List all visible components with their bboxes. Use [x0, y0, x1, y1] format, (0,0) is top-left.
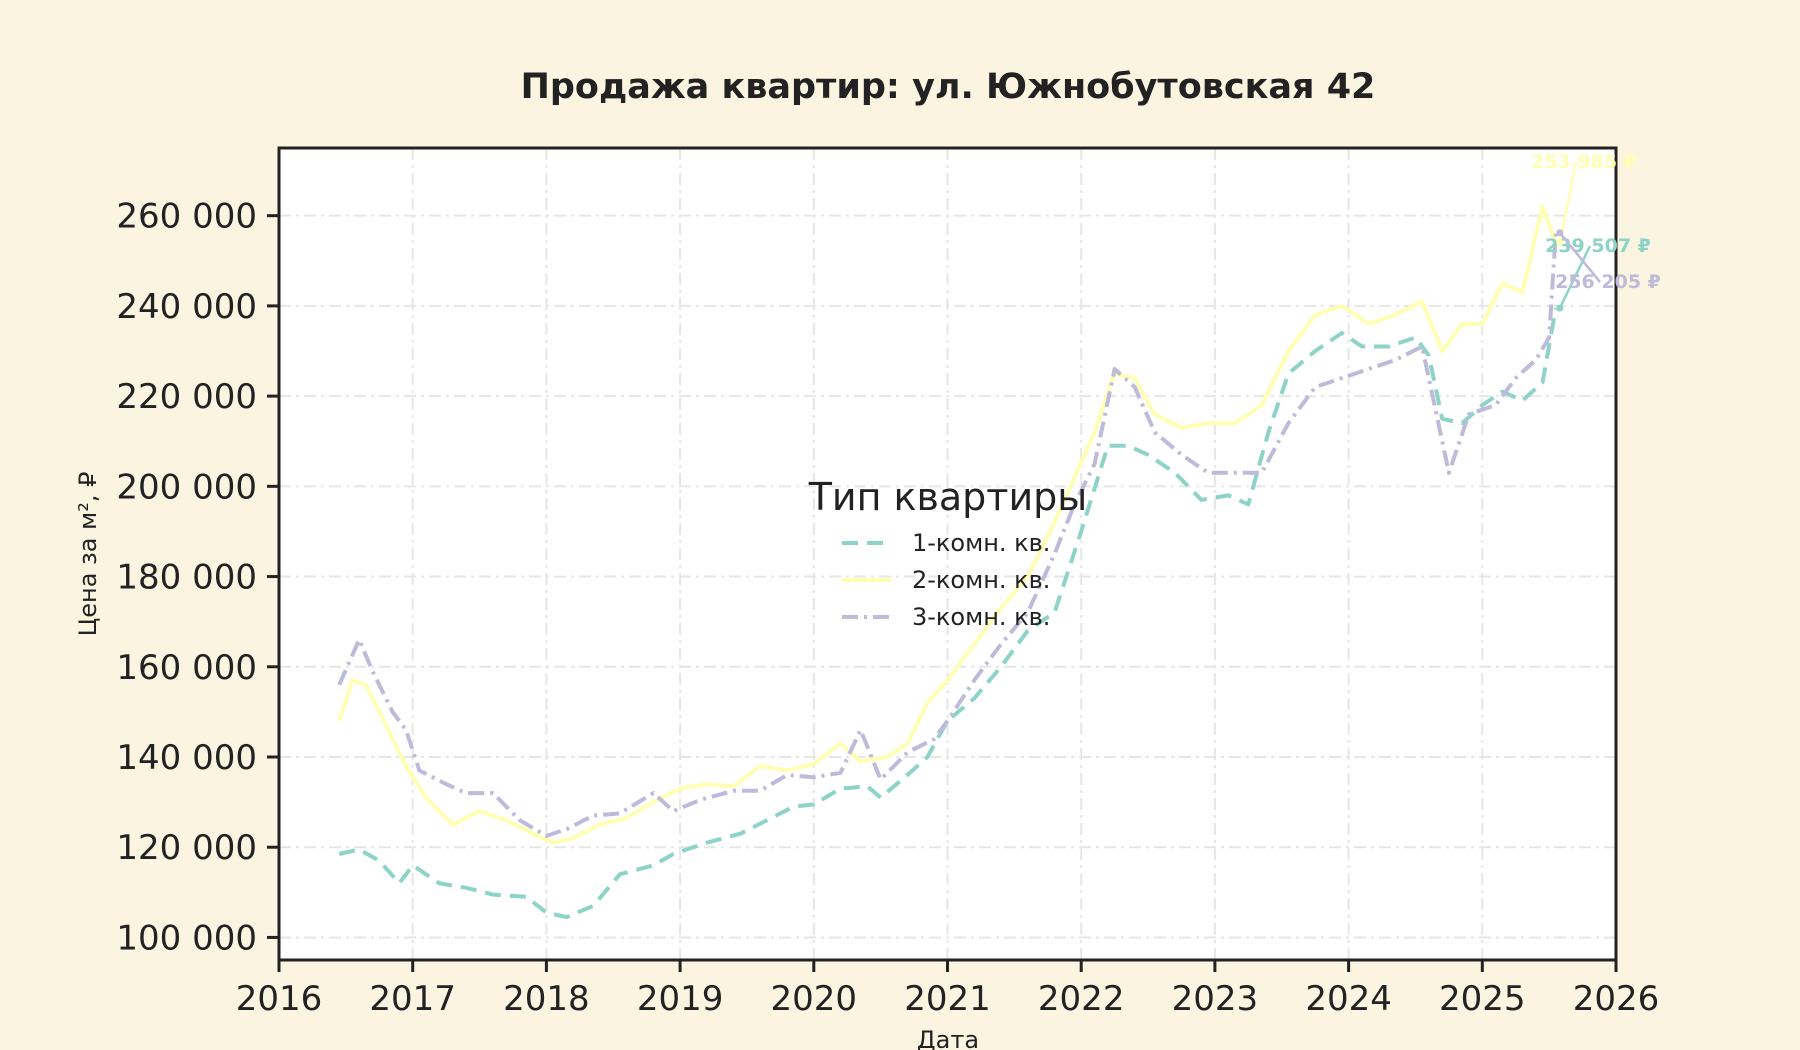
- y-tick-label: 200 000: [116, 467, 257, 507]
- x-tick-label: 2020: [771, 979, 858, 1019]
- x-tick-label: 2025: [1439, 979, 1526, 1019]
- end-label-arrow-2: [1558, 161, 1578, 244]
- end-label-3: 256 205 ₽: [1555, 271, 1661, 293]
- legend-title: Тип квартиры: [808, 475, 1088, 519]
- end-label-arrowhead-3: [1556, 229, 1564, 237]
- legend-items: 1-комн. кв. 2-комн. кв. 3-комн. кв.: [842, 529, 1050, 631]
- y-tick-label: 140 000: [116, 738, 257, 778]
- y-tick-label: 220 000: [116, 377, 257, 417]
- y-tick-label: 240 000: [116, 287, 257, 327]
- end-label-arrowhead-1: [1556, 304, 1564, 312]
- end-label-arrow-3: [1558, 231, 1601, 283]
- y-tick-label: 180 000: [116, 558, 257, 598]
- x-tick-label: 2021: [904, 979, 991, 1019]
- series-line-2: [337, 204, 1558, 845]
- chart-title: Продажа квартир: ул. Южнобутовская 42: [521, 67, 1376, 107]
- series-line-3: [337, 232, 1558, 838]
- legend-label-2: 2-комн. кв.: [912, 566, 1050, 594]
- x-tick-label: 2024: [1305, 979, 1392, 1019]
- end-label-1: 239 507 ₽: [1545, 235, 1651, 257]
- end-label-arrowhead-2: [1556, 239, 1564, 247]
- end-label-2: 253 985 ₽: [1531, 151, 1637, 173]
- x-tick-label: 2017: [369, 979, 456, 1019]
- y-tick-label: 260 000: [116, 197, 257, 237]
- y-tick-label: 120 000: [116, 828, 257, 868]
- y-axis: 100 000 120 000 140 000 160 000 180 000 200 0…: [116, 197, 279, 958]
- series-layer: [337, 204, 1558, 920]
- y-tick-label: 100 000: [116, 918, 257, 958]
- legend-label-3: 3-комн. кв.: [912, 603, 1050, 631]
- x-axis: 2016 2017 2018 2019 2020 2021 2022 2023 2024 2025…: [236, 960, 1660, 1019]
- x-tick-label: 2026: [1573, 979, 1660, 1019]
- x-axis-label: Дата: [917, 1026, 979, 1050]
- legend-label-1: 1-комн. кв.: [912, 529, 1050, 557]
- legend: Тип квартиры 1-комн. кв. 2-комн. кв. 3-ком…: [808, 475, 1088, 631]
- x-tick-label: 2019: [637, 979, 724, 1019]
- x-tick-label: 2022: [1038, 979, 1125, 1019]
- series-line-1: [338, 307, 1558, 920]
- end-label-arrow-1: [1558, 245, 1592, 309]
- x-tick-label: 2023: [1172, 979, 1259, 1019]
- x-tick-label: 2018: [503, 979, 590, 1019]
- end-labels: 239 507 ₽ 253 985 ₽ 256 205 ₽: [1531, 151, 1661, 312]
- y-axis-label: Цена за м², ₽: [74, 472, 102, 637]
- x-tick-label: 2016: [236, 979, 323, 1019]
- y-tick-label: 160 000: [116, 648, 257, 688]
